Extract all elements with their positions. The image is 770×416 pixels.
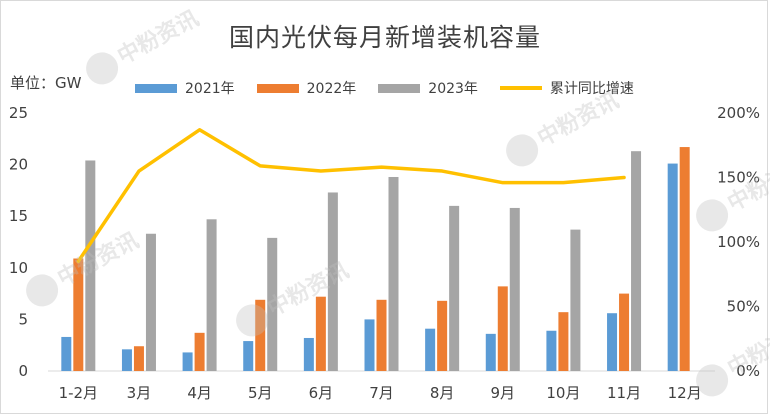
bar-2022年-9月	[497, 286, 508, 371]
legend-label-growth: 累计同比增速	[549, 81, 634, 97]
bar-2023年-4月	[206, 219, 217, 371]
legend-label-2021: 2021年	[185, 81, 235, 97]
bar-2021年-12月	[667, 163, 678, 371]
legend-swatch-2022	[256, 83, 299, 93]
bar-2021年-3月	[121, 349, 132, 371]
chart-legend: 2021年 2022年 2023年 累计同比增速	[135, 78, 656, 98]
x-tick-label: 10月	[546, 384, 580, 402]
bar-2022年-7月	[376, 299, 387, 371]
bar-2022年-11月	[619, 293, 630, 371]
legend-swatch-2023	[378, 83, 421, 93]
y-left-tick-label: 10	[9, 259, 28, 277]
unit-label: 单位：GW	[10, 74, 82, 92]
y-left-tick-label: 15	[9, 207, 28, 225]
bar-2021年-1-2月	[61, 336, 72, 371]
bar-2023年-9月	[509, 207, 520, 371]
y-left-tick-label: 5	[18, 310, 28, 328]
bar-2023年-1-2月	[85, 160, 96, 371]
y-right-tick-label: 50%	[727, 298, 760, 316]
x-tick-label: 11月	[607, 384, 641, 402]
bar-2021年-4月	[182, 352, 193, 371]
legend-item-growth: 累计同比增速	[499, 78, 634, 98]
x-tick-label: 4月	[187, 384, 212, 402]
y-right-tick-label: 150%	[717, 169, 760, 187]
y-right-tick-label: 200%	[717, 104, 760, 122]
bar-2022年-8月	[437, 300, 448, 371]
bar-2021年-9月	[485, 333, 496, 371]
bar-2022年-10月	[558, 312, 569, 371]
legend-label-2023: 2023年	[428, 81, 478, 97]
bar-2021年-8月	[425, 328, 436, 371]
legend-item-2021: 2021年	[135, 78, 235, 98]
bar-2023年-7月	[388, 176, 399, 371]
x-tick-label: 12月	[668, 384, 702, 402]
bar-2022年-3月	[133, 346, 144, 371]
x-tick-label: 3月	[127, 384, 152, 402]
bar-2021年-7月	[364, 319, 375, 371]
bar-2022年-6月	[315, 296, 326, 371]
bar-2023年-11月	[631, 151, 642, 371]
legend-swatch-growth	[499, 86, 542, 90]
x-tick-label: 9月	[490, 384, 515, 402]
legend-swatch-2021	[135, 83, 177, 93]
x-tick-label: 5月	[248, 384, 273, 402]
bar-2023年-6月	[327, 192, 338, 371]
bar-2022年-4月	[194, 332, 205, 371]
legend-label-2022: 2022年	[306, 81, 357, 97]
y-left-tick-label: 20	[9, 156, 28, 174]
legend-item-2022: 2022年	[256, 78, 357, 98]
bar-2022年-12月	[679, 147, 690, 371]
bar-2021年-5月	[243, 341, 254, 371]
bar-2021年-10月	[546, 330, 557, 371]
bar-2023年-8月	[449, 205, 460, 371]
bar-2022年-1-2月	[73, 258, 84, 371]
bar-2021年-11月	[607, 313, 618, 371]
bar-2023年-3月	[145, 233, 156, 371]
x-tick-label: 6月	[309, 384, 334, 402]
chart-title: 国内光伏每月新增装机容量	[228, 23, 541, 52]
legend-item-2023: 2023年	[378, 78, 478, 98]
line-growth-rate	[76, 128, 626, 264]
bar-2022年-5月	[255, 299, 266, 371]
bar-2023年-10月	[570, 229, 581, 371]
x-tick-label: 1-2月	[59, 384, 99, 402]
bar-2023年-5月	[267, 237, 278, 371]
y-right-tick-label: 100%	[717, 233, 760, 251]
x-tick-label: 8月	[430, 384, 455, 402]
bar-2021年-6月	[303, 337, 314, 371]
y-left-tick-label: 25	[9, 104, 28, 122]
x-tick-label: 7月	[369, 384, 394, 402]
y-right-tick-label: 0%	[736, 362, 760, 380]
y-left-tick-label: 0	[18, 362, 28, 380]
